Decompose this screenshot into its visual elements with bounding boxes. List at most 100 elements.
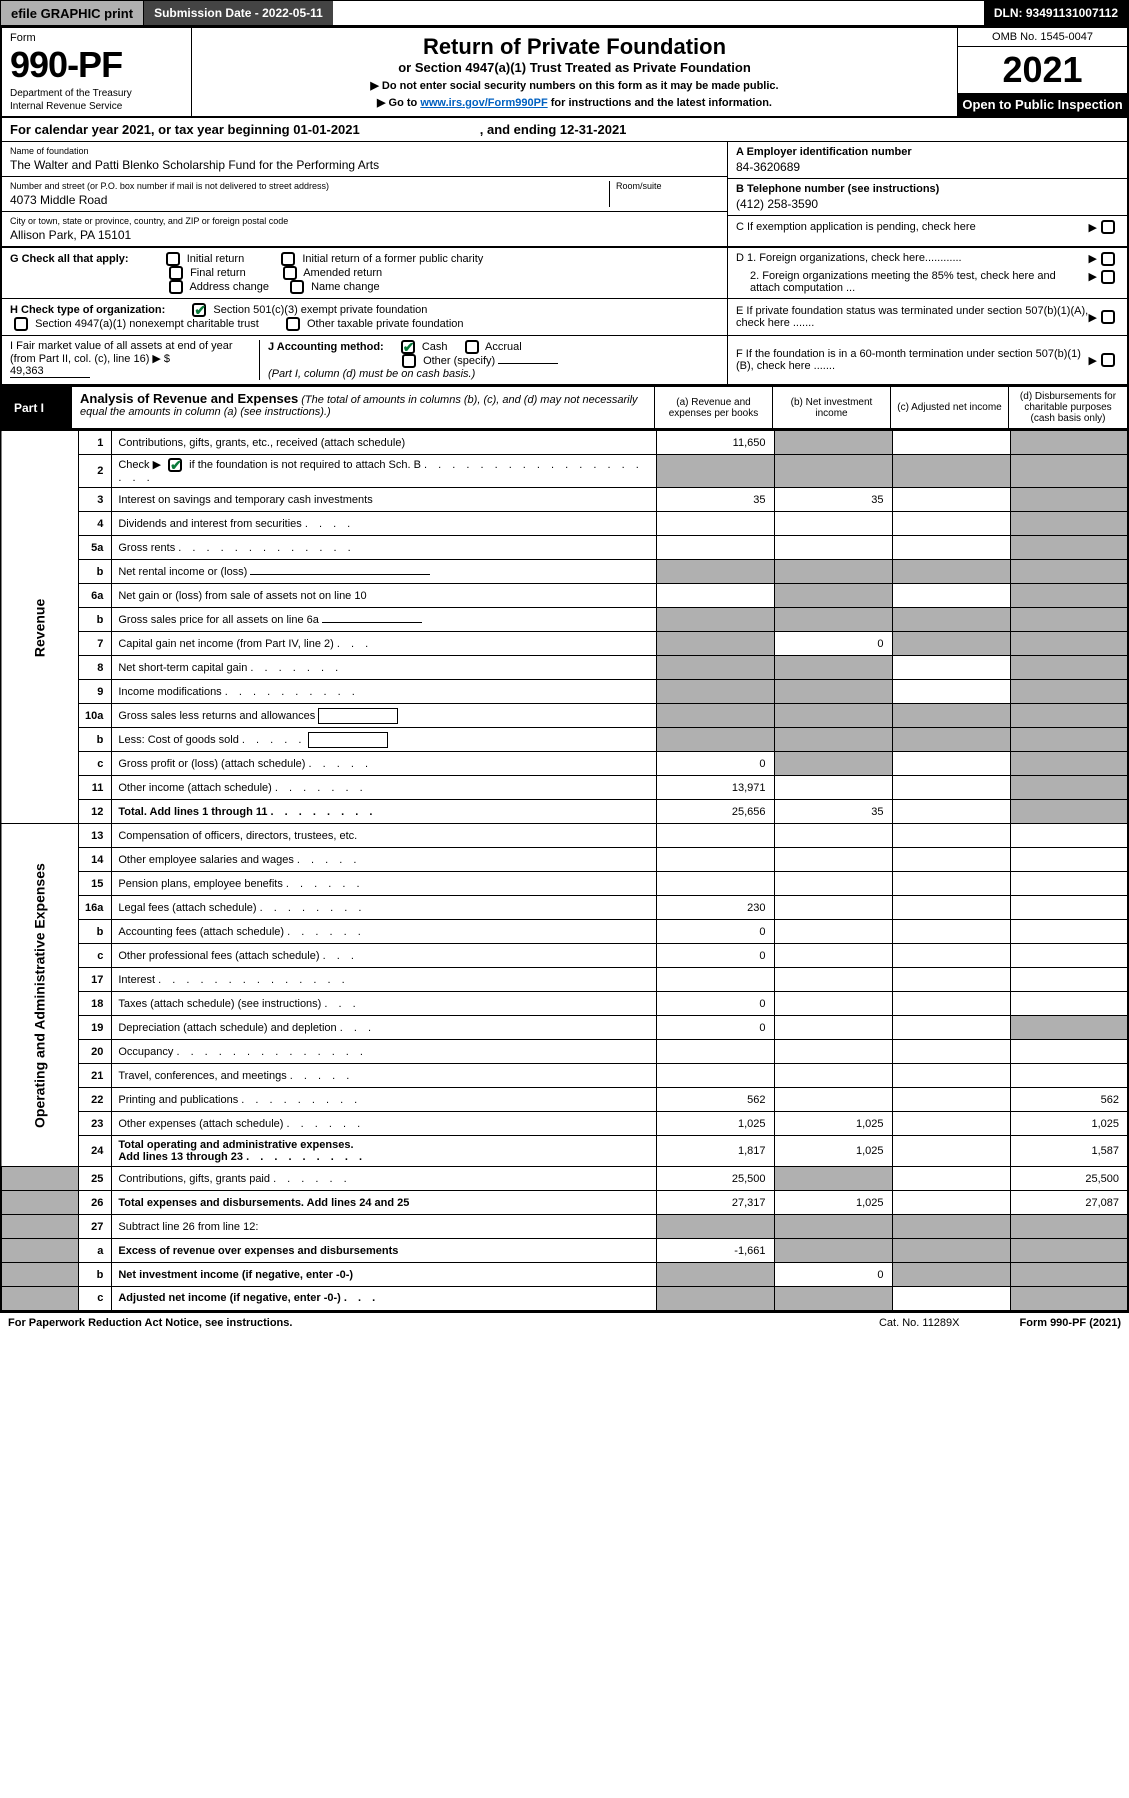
efile-print-button[interactable]: efile GRAPHIC print xyxy=(1,1,144,25)
line-num: 2 xyxy=(79,455,112,488)
table-row: 14Other employee salaries and wages . . … xyxy=(1,848,1128,872)
identity-block: Name of foundation The Walter and Patti … xyxy=(0,141,1129,248)
line-desc: Contributions, gifts, grants, etc., rece… xyxy=(112,431,656,455)
j-accrual: Accrual xyxy=(485,341,522,353)
j-cash-checkbox[interactable] xyxy=(401,340,415,354)
form-subtitle: or Section 4947(a)(1) Trust Treated as P… xyxy=(212,60,937,75)
j-cash: Cash xyxy=(422,341,448,353)
ein-value: 84-3620689 xyxy=(736,160,1119,174)
table-row: Operating and Administrative Expenses 13… xyxy=(1,824,1128,848)
ein-label: A Employer identification number xyxy=(736,146,912,158)
table-row: 6aNet gain or (loss) from sale of assets… xyxy=(1,584,1128,608)
table-row: 17Interest . . . . . . . . . . . . . . xyxy=(1,968,1128,992)
d1-checkbox[interactable] xyxy=(1101,252,1115,266)
table-row: bLess: Cost of goods sold . . . . . xyxy=(1,728,1128,752)
g-initial-return-checkbox[interactable] xyxy=(166,252,180,266)
exemption-row: C If exemption application is pending, c… xyxy=(728,216,1127,238)
foundation-name-row: Name of foundation The Walter and Patti … xyxy=(2,142,727,177)
h-4947-checkbox[interactable] xyxy=(14,317,28,331)
table-row: 12Total. Add lines 1 through 11 . . . . … xyxy=(1,800,1128,824)
phone-value: (412) 258-3590 xyxy=(736,197,1119,211)
part1-header: Part I Analysis of Revenue and Expenses … xyxy=(0,386,1129,430)
form-title: Return of Private Foundation xyxy=(212,34,937,60)
cy-mid: , and ending xyxy=(480,122,560,137)
footer-mid: Cat. No. 11289X xyxy=(879,1317,960,1329)
exemption-label: C If exemption application is pending, c… xyxy=(736,221,1089,233)
table-row: cAdjusted net income (if negative, enter… xyxy=(1,1287,1128,1311)
d2-label: 2. Foreign organizations meeting the 85%… xyxy=(736,270,1089,294)
j-note: (Part I, column (d) must be on cash basi… xyxy=(268,368,475,380)
table-row: 9Income modifications . . . . . . . . . … xyxy=(1,680,1128,704)
table-row: bNet investment income (if negative, ent… xyxy=(1,1263,1128,1287)
city-label: City or town, state or province, country… xyxy=(10,216,719,226)
cy-end: 12-31-2021 xyxy=(560,122,627,137)
table-row: 25Contributions, gifts, grants paid . . … xyxy=(1,1167,1128,1191)
g-o5: Address change xyxy=(189,281,269,293)
f-checkbox[interactable] xyxy=(1101,353,1115,367)
line-desc: Check ▶ if the foundation is not require… xyxy=(112,455,656,488)
row-I-J-F: I Fair market value of all assets at end… xyxy=(0,336,1129,386)
header-left: Form 990-PF Department of the Treasury I… xyxy=(2,28,192,116)
part1-tag: Part I xyxy=(2,387,72,428)
name-label: Name of foundation xyxy=(10,146,719,156)
exemption-checkbox[interactable] xyxy=(1101,220,1115,234)
i-label: I Fair market value of all assets at end… xyxy=(10,340,233,365)
schb-checkbox[interactable] xyxy=(168,458,182,472)
e-checkbox[interactable] xyxy=(1101,310,1115,324)
calendar-year-row: For calendar year 2021, or tax year begi… xyxy=(0,118,1129,141)
col-b-header: (b) Net investment income xyxy=(773,387,891,428)
g-initial-public-checkbox[interactable] xyxy=(281,252,295,266)
fmv-value: 49,363 xyxy=(10,365,90,378)
part1-title: Analysis of Revenue and Expenses xyxy=(80,391,298,406)
h-o2: Section 4947(a)(1) nonexempt charitable … xyxy=(35,318,259,330)
open-to-public: Open to Public Inspection xyxy=(958,93,1127,116)
addr-label: Number and street (or P.O. box number if… xyxy=(10,181,609,191)
cy-pre: For calendar year 2021, or tax year begi… xyxy=(10,122,293,137)
f-label: F If the foundation is in a 60-month ter… xyxy=(736,348,1089,372)
irs-label: Internal Revenue Service xyxy=(10,101,183,112)
g-o3: Final return xyxy=(190,267,246,279)
expenses-side-label: Operating and Administrative Expenses xyxy=(1,824,79,1167)
h-501c3-checkbox[interactable] xyxy=(192,303,206,317)
h-other-taxable-checkbox[interactable] xyxy=(286,317,300,331)
table-row: 27Subtract line 26 from line 12: xyxy=(1,1215,1128,1239)
table-row: 16aLegal fees (attach schedule) . . . . … xyxy=(1,896,1128,920)
form990pf-link[interactable]: www.irs.gov/Form990PF xyxy=(420,97,547,109)
dept-treasury: Department of the Treasury xyxy=(10,88,183,99)
footer-left: For Paperwork Reduction Act Notice, see … xyxy=(8,1317,292,1329)
street-address: 4073 Middle Road xyxy=(10,193,609,207)
row-G-D: G Check all that apply: Initial return I… xyxy=(0,248,1129,299)
g-address-change-checkbox[interactable] xyxy=(169,280,183,294)
table-row: Revenue 1Contributions, gifts, grants, e… xyxy=(1,431,1128,455)
e-label: E If private foundation status was termi… xyxy=(736,305,1089,329)
table-row: 5aGross rents . . . . . . . . . . . . . xyxy=(1,536,1128,560)
city-state-zip: Allison Park, PA 15101 xyxy=(10,228,719,242)
form-note2: ▶ Go to www.irs.gov/Form990PF for instru… xyxy=(212,96,937,109)
j-other: Other (specify) xyxy=(423,355,495,367)
omb-number: OMB No. 1545-0047 xyxy=(958,28,1127,47)
cy-begin: 01-01-2021 xyxy=(293,122,360,137)
g-final-return-checkbox[interactable] xyxy=(169,266,183,280)
address-row: Number and street (or P.O. box number if… xyxy=(2,177,727,212)
table-row: 26Total expenses and disbursements. Add … xyxy=(1,1191,1128,1215)
note2-post: for instructions and the latest informat… xyxy=(548,97,772,109)
j-accrual-checkbox[interactable] xyxy=(465,340,479,354)
h-label: H Check type of organization: xyxy=(10,304,165,316)
line-desc: Interest on savings and temporary cash i… xyxy=(112,488,656,512)
revenue-side-label: Revenue xyxy=(1,431,79,824)
form-header: Form 990-PF Department of the Treasury I… xyxy=(0,26,1129,118)
table-row: cOther professional fees (attach schedul… xyxy=(1,944,1128,968)
g-o2: Initial return of a former public charit… xyxy=(302,253,483,265)
j-other-checkbox[interactable] xyxy=(402,354,416,368)
table-row: 11Other income (attach schedule) . . . .… xyxy=(1,776,1128,800)
cell-a: 11,650 xyxy=(656,431,774,455)
d2-checkbox[interactable] xyxy=(1101,270,1115,284)
g-amended-checkbox[interactable] xyxy=(283,266,297,280)
cell-d xyxy=(1010,431,1128,455)
table-row: 4Dividends and interest from securities … xyxy=(1,512,1128,536)
footer-right: Form 990-PF (2021) xyxy=(1020,1317,1122,1329)
line-num: 1 xyxy=(79,431,112,455)
cell-a: 35 xyxy=(656,488,774,512)
header-center: Return of Private Foundation or Section … xyxy=(192,28,957,116)
g-name-change-checkbox[interactable] xyxy=(290,280,304,294)
